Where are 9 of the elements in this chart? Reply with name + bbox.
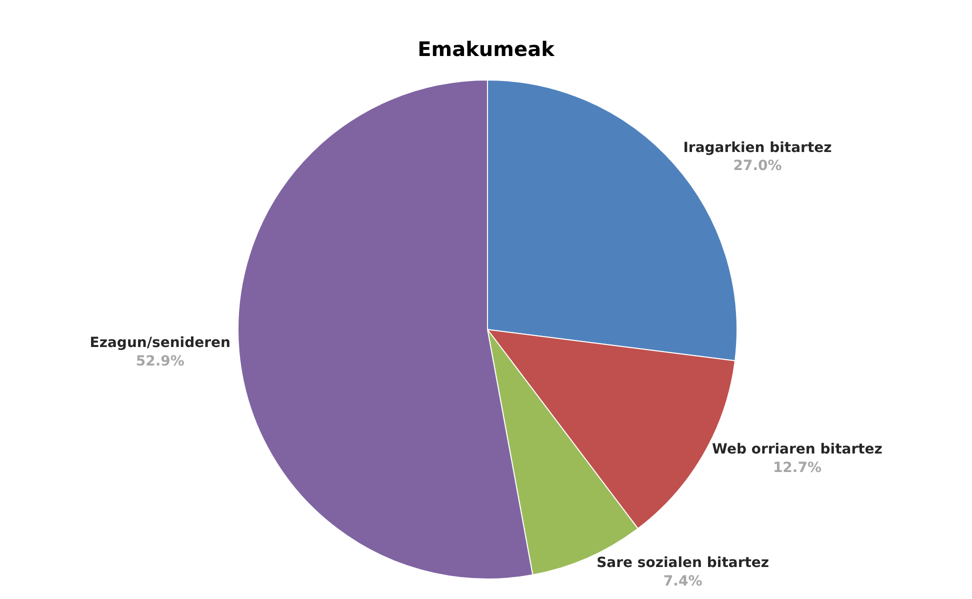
slice-label: Iragarkien bitartez — [683, 140, 832, 156]
slice-label: Sare sozialen bitartez — [596, 555, 770, 572]
chart-title: Emakumeak — [418, 36, 556, 61]
data-label: 27.0% — [733, 158, 782, 174]
data-label: 7.4% — [663, 573, 702, 590]
slice-label: Ezagun/senideren — [90, 335, 230, 352]
slice-label: Web orriaren bitartez — [712, 442, 882, 458]
data-label: 52.9% — [136, 353, 184, 370]
data-label: 12.7% — [772, 460, 822, 476]
